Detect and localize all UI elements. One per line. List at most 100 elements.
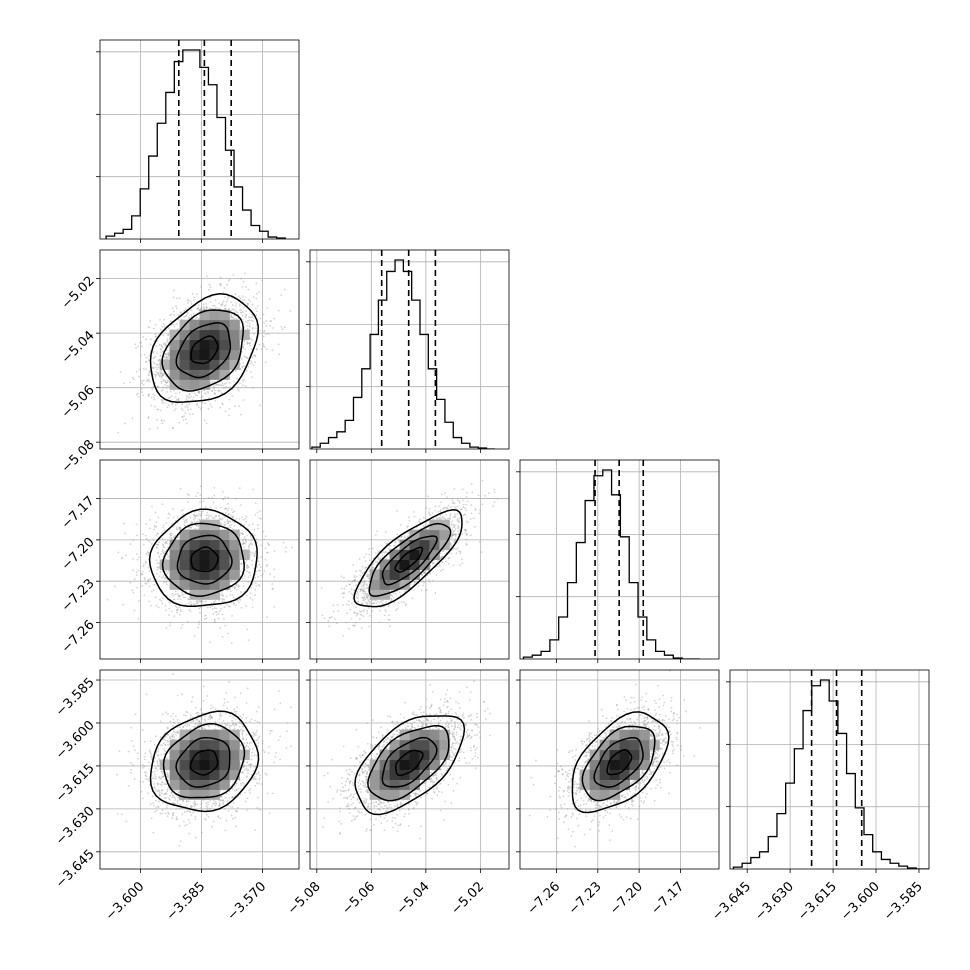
scatter-point <box>218 517 221 520</box>
scatter-point <box>236 706 239 709</box>
scatter-point <box>253 777 255 780</box>
scatter-point <box>452 564 455 567</box>
scatter-point <box>174 802 176 805</box>
density-cell <box>229 749 240 761</box>
scatter-point <box>241 299 244 302</box>
density-cell <box>199 569 210 580</box>
scatter-point <box>358 801 361 804</box>
scatter-point <box>157 754 160 756</box>
scatter-point <box>185 589 188 592</box>
scatter-point <box>211 516 214 519</box>
scatter-point <box>245 314 247 317</box>
scatter-point <box>458 707 461 709</box>
scatter-point <box>371 547 374 550</box>
scatter-point <box>185 422 188 425</box>
scatter-point <box>422 516 425 519</box>
scatter-point <box>167 356 169 359</box>
scatter-point <box>157 606 160 609</box>
scatter-point <box>396 533 399 536</box>
scatter-point <box>443 517 446 520</box>
scatter-point <box>245 520 248 523</box>
density-cell <box>399 569 410 580</box>
scatter-point <box>186 823 188 826</box>
scatter-point <box>379 801 382 804</box>
scatter-point <box>373 602 375 605</box>
scatter-point <box>470 504 473 506</box>
scatter-point <box>385 804 388 807</box>
scatter-point <box>227 296 230 299</box>
scatter-point <box>453 540 456 543</box>
scatter-point <box>430 705 433 708</box>
scatter-point <box>207 496 210 499</box>
scatter-point <box>147 566 150 569</box>
scatter-point <box>165 541 168 544</box>
scatter-point <box>145 537 148 540</box>
scatter-point <box>219 610 221 612</box>
scatter-point <box>430 778 433 781</box>
scatter-point <box>130 771 132 774</box>
scatter-point <box>394 540 397 543</box>
scatter-point <box>251 320 254 322</box>
scatter-point <box>254 551 257 554</box>
scatter-point <box>171 735 174 738</box>
scatter-point <box>381 734 384 736</box>
scatter-point <box>150 396 153 399</box>
scatter-point <box>378 567 381 570</box>
scatter-point <box>231 817 234 820</box>
scatter-point <box>396 733 399 736</box>
scatter-point <box>208 807 211 810</box>
scatter-point <box>212 802 215 805</box>
scatter-point <box>339 833 341 835</box>
scatter-point <box>267 543 270 546</box>
scatter-point <box>154 775 157 778</box>
scatter-point <box>404 812 407 815</box>
scatter-point <box>162 402 165 404</box>
scatter-point <box>444 557 447 559</box>
scatter-point <box>422 525 425 527</box>
scatter-point <box>177 731 180 734</box>
scatter-point <box>439 556 442 559</box>
scatter-point <box>220 799 222 802</box>
scatter-point <box>218 302 221 305</box>
scatter-point <box>256 739 259 741</box>
scatter-point <box>234 309 237 312</box>
scatter-point <box>203 817 206 820</box>
scatter-point <box>420 589 423 591</box>
scatter-point <box>457 525 460 528</box>
scatter-point <box>390 806 393 809</box>
scatter-point <box>219 715 222 718</box>
scatter-point <box>256 310 258 313</box>
scatter-point <box>257 527 259 530</box>
scatter-point <box>164 384 167 386</box>
scatter-point <box>200 801 203 804</box>
scatter-point <box>175 392 177 395</box>
scatter-point <box>246 775 249 778</box>
scatter-point <box>149 541 151 543</box>
scatter-point <box>470 713 473 716</box>
scatter-point <box>154 335 157 338</box>
scatter-point <box>209 707 212 710</box>
scatter-point <box>221 301 224 304</box>
scatter-point <box>258 735 261 738</box>
scatter-point <box>184 412 187 414</box>
scatter-point <box>240 312 243 314</box>
scatter-point <box>165 353 168 356</box>
scatter-point <box>221 593 224 596</box>
scatter-point <box>383 741 385 743</box>
scatter-point <box>174 534 177 537</box>
scatter-point <box>163 326 166 328</box>
scatter-point <box>194 317 197 320</box>
scatter-point <box>163 529 166 532</box>
pair-panel-content <box>100 460 299 659</box>
scatter-point <box>408 516 410 519</box>
scatter-point <box>335 791 338 793</box>
scatter-point <box>167 351 170 354</box>
scatter-point <box>344 796 347 799</box>
scatter-point <box>249 592 252 595</box>
scatter-point <box>159 783 162 786</box>
scatter-point <box>368 766 370 769</box>
scatter-point <box>474 749 477 752</box>
scatter-point <box>247 365 250 368</box>
histogram-step-line <box>732 679 929 869</box>
scatter-point <box>171 532 173 535</box>
